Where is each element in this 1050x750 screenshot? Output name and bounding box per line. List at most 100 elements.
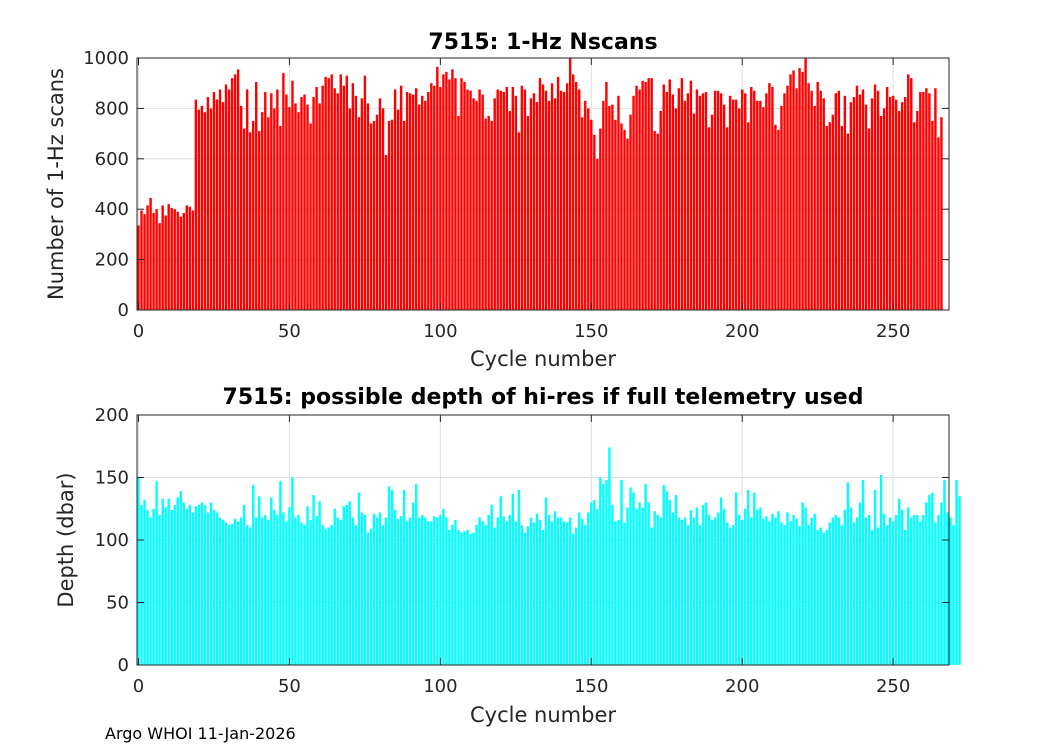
nscans-bar	[140, 210, 143, 310]
nscans-bar	[173, 209, 176, 310]
nscans-bar	[418, 104, 421, 311]
nscans-bar	[345, 75, 348, 310]
depth-bar	[345, 505, 348, 665]
nscans-bar	[777, 129, 780, 310]
nscans-bar	[363, 75, 367, 310]
nscans-bar	[523, 89, 527, 310]
nscans-bar	[203, 112, 207, 311]
depth-bar	[710, 520, 714, 665]
depth-bar	[949, 517, 952, 665]
nscans-bar	[701, 93, 705, 310]
nscans-bar	[236, 69, 240, 310]
depth-bars	[137, 447, 961, 665]
nscans-bar	[209, 108, 213, 311]
depth-bar	[870, 530, 874, 665]
nscans-bar	[840, 126, 844, 310]
depth-bar	[330, 525, 333, 665]
nscans-bar	[710, 114, 714, 310]
nscans-bar	[224, 84, 228, 311]
nscans-bar	[774, 124, 777, 310]
nscans-bar	[378, 98, 382, 310]
depth-bar	[218, 517, 222, 665]
nscans-bar	[885, 86, 889, 310]
depth-bar	[713, 517, 717, 665]
nscans-bar	[870, 98, 874, 310]
depth-bar	[771, 513, 774, 665]
nscans-bar	[798, 68, 801, 310]
nscans-bar	[393, 89, 397, 310]
depth-bar	[535, 513, 539, 665]
depth-bar	[858, 502, 862, 665]
nscans-bar	[339, 74, 342, 310]
nscans-bar	[541, 84, 545, 311]
depth-bar	[490, 505, 493, 665]
nscans-bar	[170, 207, 173, 310]
depth-chart-title: 7515: possible depth of hi-res if full t…	[223, 385, 864, 410]
nscans-bar	[306, 104, 309, 311]
depth-bar	[321, 525, 324, 665]
depth-y-tick-label: 100	[95, 530, 129, 551]
nscans-bar	[786, 85, 789, 310]
nscans-bar	[771, 86, 774, 310]
depth-bar	[481, 521, 484, 665]
depth-bar	[224, 522, 228, 665]
nscans-bar	[375, 114, 379, 310]
nscans-bar	[315, 86, 318, 310]
nscans-bar	[689, 80, 693, 311]
depth-bar	[279, 481, 282, 665]
nscans-x-tick-label: 100	[423, 321, 457, 342]
nscans-bar	[481, 94, 484, 310]
nscans-bar	[264, 92, 267, 311]
depth-y-tick-label: 0	[118, 655, 129, 676]
nscans-x-tick-label: 0	[133, 321, 144, 342]
depth-bar	[777, 511, 780, 665]
depth-bar	[303, 525, 306, 665]
depth-x-tick-label: 200	[725, 676, 759, 697]
depth-bar	[197, 505, 201, 665]
depth-bar	[698, 525, 702, 665]
nscans-bar	[451, 69, 454, 310]
nscans-bar	[164, 215, 167, 310]
nscans-bar	[294, 103, 297, 310]
depth-bar	[442, 508, 445, 665]
nscans-bar	[559, 90, 563, 310]
depth-bar	[484, 525, 487, 665]
nscans-bar	[722, 104, 726, 311]
nscans-bar	[904, 97, 907, 310]
nscans-bar	[402, 121, 406, 310]
nscans-bar	[614, 119, 617, 311]
nscans-bar	[535, 102, 539, 310]
nscans-x-tick-label: 50	[278, 321, 301, 342]
depth-bar	[744, 508, 747, 665]
nscans-bar	[837, 90, 841, 310]
nscans-bar	[526, 115, 530, 311]
nscans-bar	[816, 81, 819, 310]
depth-bar	[146, 510, 149, 665]
nscans-bar	[611, 104, 614, 311]
nscans-bar	[879, 115, 883, 311]
nscans-bar	[227, 89, 231, 310]
nscans-bar	[750, 86, 753, 310]
nscans-bar	[907, 74, 910, 310]
nscans-bar	[734, 99, 738, 310]
nscans-bar	[421, 95, 424, 310]
depth-bar	[270, 497, 273, 665]
depth-bar	[629, 487, 632, 665]
depth-bar	[840, 525, 844, 665]
depth-bar	[695, 507, 699, 665]
nscans-bar	[167, 204, 170, 310]
depth-bar	[828, 522, 831, 665]
depth-bar	[267, 520, 270, 665]
depth-bar	[460, 532, 463, 665]
depth-bar	[282, 512, 285, 665]
depth-bar	[774, 517, 777, 665]
nscans-bar	[439, 86, 442, 310]
nscans-bar	[644, 81, 647, 310]
depth-bar	[505, 521, 508, 665]
depth-bar	[309, 520, 312, 665]
nscans-bar	[529, 98, 533, 310]
nscans-y-axis-label: Number of 1-Hz scans	[44, 68, 68, 300]
depth-bar	[306, 506, 309, 665]
depth-bar	[677, 517, 681, 665]
depth-bar	[469, 533, 472, 665]
